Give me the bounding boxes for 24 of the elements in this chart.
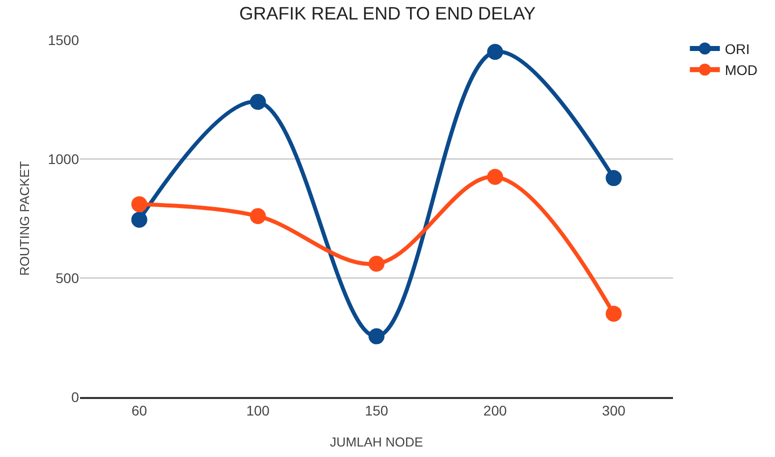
- legend-label: ORI: [724, 40, 750, 57]
- point: [487, 44, 504, 60]
- point: [368, 328, 384, 344]
- y-tick-label: 1000: [48, 150, 80, 167]
- y-tick-label: 500: [56, 270, 80, 286]
- y-tick-label: 0: [71, 388, 80, 405]
- point: [250, 94, 266, 110]
- point: [487, 168, 504, 185]
- chart-title: GRAFIK REAL END TO END DELAY: [239, 3, 536, 24]
- point: [606, 170, 622, 186]
- x-tick-label: 150: [364, 402, 388, 419]
- legend-label: MOD: [724, 62, 758, 78]
- x-axis-title: JUMLAH NODE: [330, 434, 424, 450]
- y-axis-title: ROUTING PACKET: [16, 161, 32, 276]
- point: [131, 196, 148, 212]
- point: [606, 306, 622, 322]
- point: [250, 208, 266, 224]
- point: [131, 212, 148, 228]
- x-tick-label: 200: [483, 402, 507, 419]
- x-tick-label: 100: [246, 402, 270, 419]
- x-tick-label: 60: [132, 402, 148, 419]
- point: [368, 256, 384, 272]
- y-tick-label: 1500: [48, 32, 80, 48]
- x-tick-label: 300: [602, 402, 626, 419]
